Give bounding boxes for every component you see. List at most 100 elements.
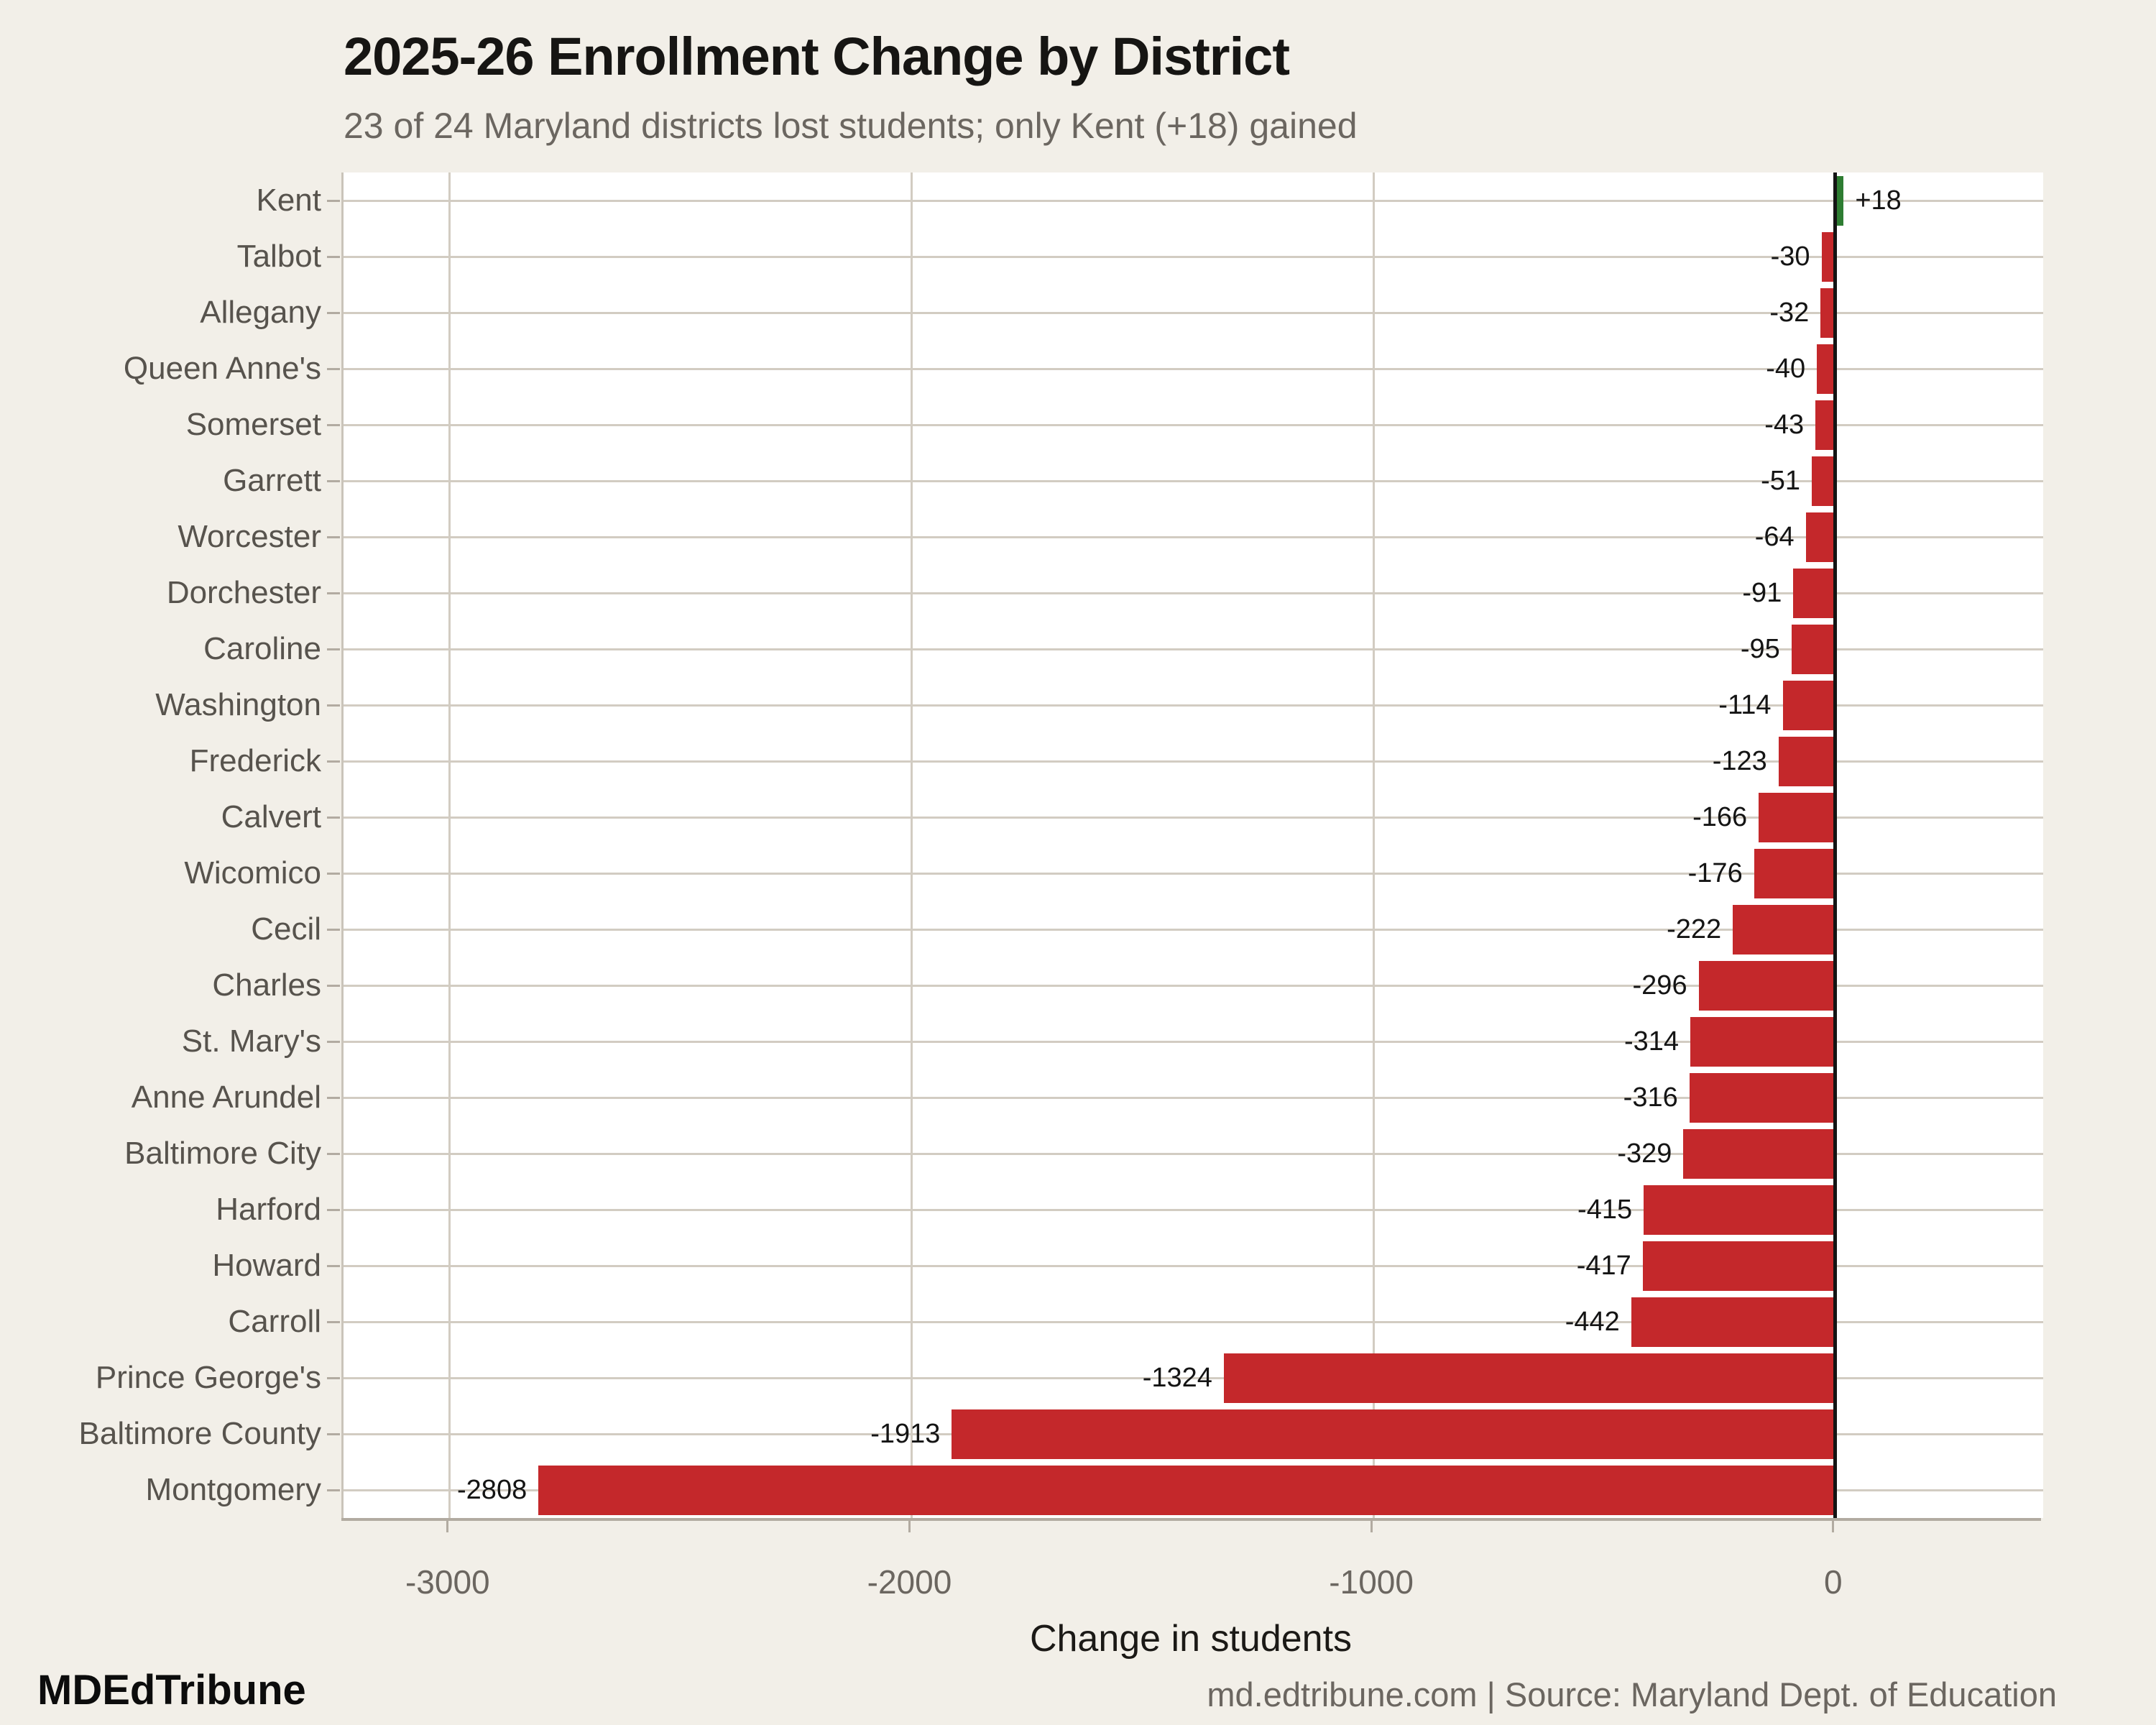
gridline-horizontal bbox=[344, 535, 2043, 538]
y-axis-tick bbox=[327, 1432, 340, 1435]
gridline-horizontal bbox=[344, 367, 2043, 370]
bar-value-label: -2808 bbox=[457, 1474, 528, 1505]
gridline-horizontal bbox=[344, 1152, 2043, 1155]
bar-value-label: -415 bbox=[1577, 1194, 1633, 1225]
x-axis-tick bbox=[908, 1521, 911, 1532]
y-axis-tick bbox=[327, 816, 340, 819]
y-axis-label: Baltimore City bbox=[124, 1136, 321, 1171]
gridline-horizontal bbox=[344, 1096, 2043, 1099]
y-axis-label: Prince George's bbox=[95, 1360, 321, 1395]
gridline-horizontal bbox=[344, 1040, 2043, 1043]
y-axis-tick bbox=[327, 872, 340, 875]
y-axis-label: Dorchester bbox=[166, 575, 321, 610]
bar-value-label: -43 bbox=[1764, 409, 1805, 440]
gridline-horizontal bbox=[344, 984, 2043, 987]
x-axis-tick-label: -2000 bbox=[867, 1563, 952, 1601]
y-axis-tick bbox=[327, 928, 340, 931]
bar bbox=[1631, 1297, 1835, 1347]
y-axis-tick bbox=[327, 1320, 340, 1323]
bar-value-label: -30 bbox=[1770, 241, 1810, 272]
y-axis-tick bbox=[327, 984, 340, 987]
gridline-horizontal bbox=[344, 479, 2043, 482]
bar bbox=[952, 1409, 1835, 1459]
bar bbox=[1683, 1128, 1835, 1179]
gridline-horizontal bbox=[344, 648, 2043, 650]
bar bbox=[538, 1465, 1835, 1515]
x-axis-tick bbox=[1370, 1521, 1373, 1532]
bar-value-label: -123 bbox=[1712, 745, 1767, 776]
bar bbox=[1835, 175, 1844, 226]
gridline-horizontal bbox=[344, 1264, 2043, 1267]
gridline-horizontal bbox=[344, 928, 2043, 931]
bar-value-label: -329 bbox=[1617, 1138, 1672, 1169]
y-axis-label: Worcester bbox=[178, 519, 321, 554]
bar-value-label: -114 bbox=[1718, 689, 1772, 720]
y-axis-label: Baltimore County bbox=[78, 1416, 321, 1451]
bar-value-label: -51 bbox=[1761, 465, 1801, 496]
bar bbox=[1812, 456, 1835, 506]
y-axis-tick bbox=[327, 1264, 340, 1267]
y-axis-tick bbox=[327, 1208, 340, 1211]
bar-value-label: -1913 bbox=[870, 1418, 941, 1449]
y-axis-label: Harford bbox=[216, 1192, 321, 1227]
y-axis-tick bbox=[327, 199, 340, 202]
bar-value-label: -314 bbox=[1623, 1026, 1680, 1057]
bar-value-label: -166 bbox=[1692, 801, 1748, 832]
bar-value-label: -1324 bbox=[1142, 1362, 1212, 1393]
y-axis-label: St. Mary's bbox=[181, 1024, 321, 1059]
y-axis-label: Caroline bbox=[203, 631, 321, 666]
bar bbox=[1817, 344, 1835, 394]
bar bbox=[1782, 680, 1835, 730]
y-axis-label: Montgomery bbox=[145, 1472, 321, 1507]
y-axis-label: Charles bbox=[212, 967, 321, 1003]
y-axis-tick bbox=[327, 1040, 340, 1043]
gridline-horizontal bbox=[344, 760, 2043, 763]
y-axis-label: Washington bbox=[155, 687, 321, 722]
y-axis-tick bbox=[327, 1096, 340, 1099]
y-axis-label: Carroll bbox=[228, 1304, 321, 1339]
gridline-horizontal bbox=[344, 872, 2043, 875]
zero-line bbox=[1833, 172, 1838, 1518]
x-axis-tick-label: -3000 bbox=[405, 1563, 490, 1601]
bar-value-label: -40 bbox=[1766, 353, 1806, 384]
y-axis-label: Frederick bbox=[189, 743, 321, 778]
x-axis-line bbox=[341, 1518, 2041, 1521]
y-axis-tick bbox=[327, 311, 340, 314]
bar bbox=[1821, 231, 1835, 282]
bar bbox=[1754, 848, 1835, 898]
gridline-horizontal bbox=[344, 704, 2043, 707]
y-axis-label: Queen Anne's bbox=[123, 351, 321, 386]
gridline-horizontal bbox=[344, 592, 2043, 594]
bar-value-label: -176 bbox=[1687, 857, 1743, 888]
bar bbox=[1223, 1353, 1835, 1403]
gridline-horizontal bbox=[344, 816, 2043, 819]
x-axis-title: Change in students bbox=[1029, 1618, 1353, 1660]
bar-value-label: -417 bbox=[1576, 1250, 1631, 1281]
chart-title: 2025-26 Enrollment Change by District bbox=[344, 27, 1290, 86]
y-axis-label: Cecil bbox=[251, 911, 321, 947]
bar bbox=[1793, 568, 1835, 618]
y-axis-tick bbox=[327, 1152, 340, 1155]
gridline-horizontal bbox=[344, 423, 2043, 426]
y-axis-label: Kent bbox=[256, 183, 321, 218]
bar bbox=[1642, 1241, 1835, 1291]
y-axis-tick bbox=[327, 479, 340, 482]
bar bbox=[1644, 1184, 1835, 1235]
footer-brand: MDEdTribune bbox=[37, 1667, 306, 1714]
bar-value-label: -296 bbox=[1632, 970, 1687, 1000]
y-axis-tick bbox=[327, 648, 340, 650]
gridline-horizontal bbox=[344, 1320, 2043, 1323]
gridline-horizontal bbox=[344, 311, 2043, 314]
bar bbox=[1690, 1016, 1835, 1067]
bar-value-label: +18 bbox=[1855, 185, 1902, 216]
chart-subtitle: 23 of 24 Maryland districts lost student… bbox=[344, 106, 1358, 146]
gridline-vertical bbox=[1372, 172, 1375, 1518]
y-axis-label: Anne Arundel bbox=[131, 1080, 321, 1115]
y-axis-label: Allegany bbox=[200, 295, 321, 330]
bar bbox=[1698, 960, 1835, 1011]
y-axis-tick bbox=[327, 760, 340, 763]
y-axis-label: Wicomico bbox=[184, 855, 321, 891]
gridline-horizontal bbox=[344, 255, 2043, 258]
bar bbox=[1820, 288, 1835, 338]
